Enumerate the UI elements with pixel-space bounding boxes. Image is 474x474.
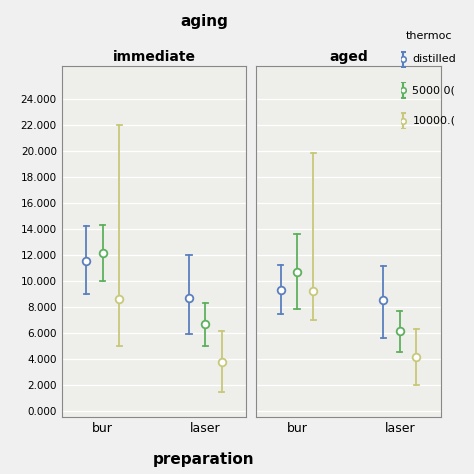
Title: immediate: immediate bbox=[112, 50, 196, 64]
Text: aging: aging bbox=[180, 14, 228, 29]
Text: preparation: preparation bbox=[153, 452, 255, 467]
Title: aged: aged bbox=[329, 50, 368, 64]
Text: 10000.(: 10000.( bbox=[412, 116, 456, 126]
Text: thermoc: thermoc bbox=[405, 31, 452, 41]
Text: distilled: distilled bbox=[412, 54, 456, 64]
Text: 5000 0(: 5000 0( bbox=[412, 85, 455, 95]
